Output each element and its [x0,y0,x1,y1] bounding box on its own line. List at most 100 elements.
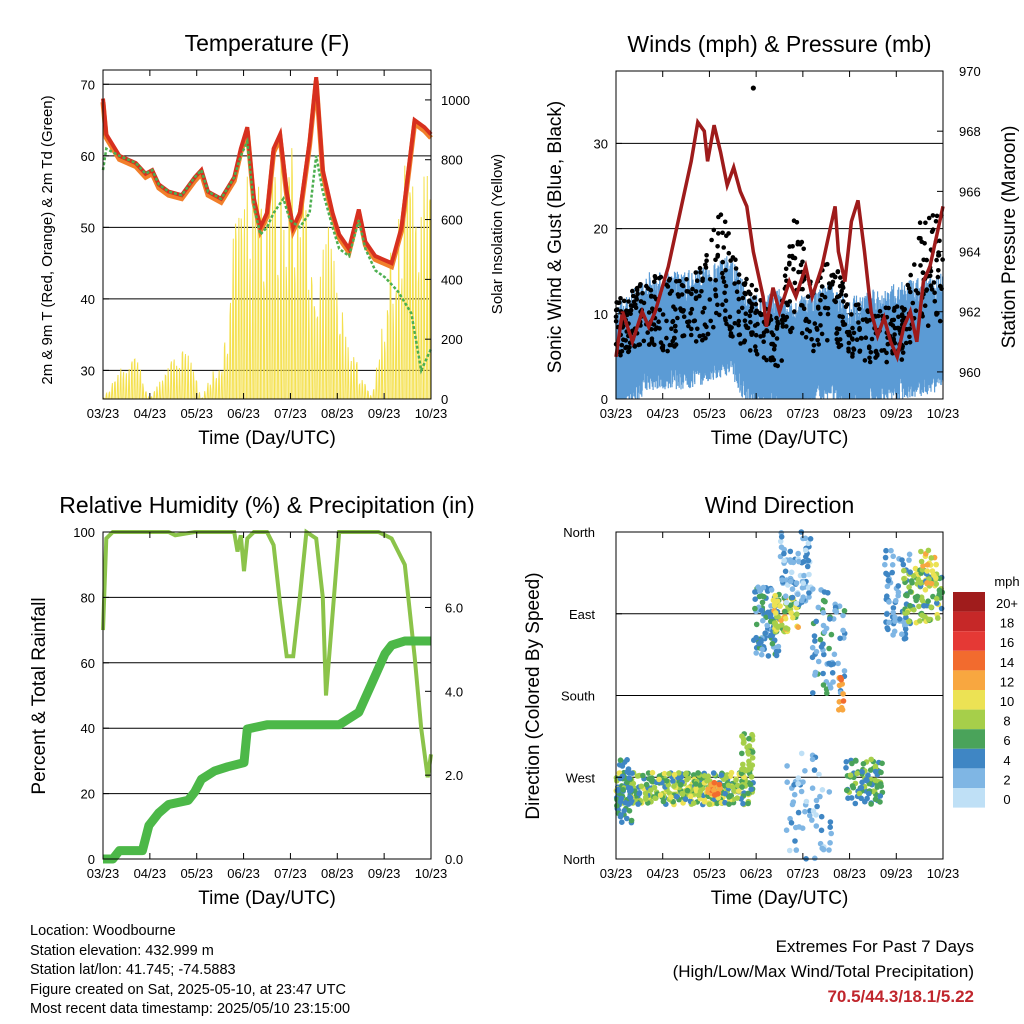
direction-point [840,612,846,619]
gust-point [727,324,732,329]
direction-point [752,596,758,602]
gust-point [910,300,916,306]
humidity-title: Relative Humidity (%) & Precipitation (i… [59,492,474,518]
direction-point [936,591,943,597]
direction-point [791,791,798,798]
gust-point [883,305,889,311]
gust-point [937,318,943,324]
direction-point [818,644,825,650]
direction-point [787,578,794,585]
solar-ytick-label: 400 [441,272,463,287]
gust-point [899,305,905,310]
direction-point [918,594,925,600]
rain-ytick-label: 2.0 [445,768,463,783]
direction-point [775,643,782,650]
gust-point [743,311,749,317]
wind-ytick-label: 20 [594,222,608,237]
gust-point [825,306,831,311]
direction-point [931,572,937,579]
gust-point [753,287,759,293]
direction-point [911,607,917,613]
gust-point [863,335,869,341]
gust-point [697,333,702,339]
direction-point [826,789,833,795]
direction-point [781,550,787,557]
direction-point [906,557,912,563]
gust-point [840,314,845,320]
rh-ytick-label: 20 [81,787,95,802]
speed-legend-swatch [953,768,985,788]
direction-point [690,800,697,806]
direction-point [815,658,822,665]
gust-point [858,335,864,341]
direction-point [723,774,729,781]
direction-point [858,795,864,802]
direction-point [757,588,763,594]
direction-xtick-label: 09/23 [880,866,913,881]
gust-point [645,286,651,291]
rain-ytick-label: 6.0 [445,600,463,615]
direction-point [638,783,645,790]
direction-point [917,618,923,624]
direction-point [872,796,879,803]
direction-point [701,773,708,779]
direction-point [827,840,833,846]
direction-point [827,819,834,825]
gust-point [907,340,913,345]
direction-point [820,846,827,853]
direction-point [813,797,820,804]
direction-point [866,790,872,797]
direction-point [890,632,896,638]
direction-point [864,795,870,802]
gust-point [867,359,873,365]
direction-point [893,597,899,604]
gust-point [819,331,825,337]
gust-point [686,323,691,329]
direction-point [924,568,930,574]
gust-point [863,317,869,322]
gust-point [913,308,919,314]
direction-point [726,801,732,807]
direction-point [809,654,816,661]
direction-point [802,808,808,815]
gust-point [649,327,654,332]
gust-point [705,331,711,337]
direction-point [860,761,867,767]
gust-point [787,244,792,249]
direction-point [783,625,789,631]
gust-point [761,339,766,345]
direction-point [810,586,816,592]
direction-point [661,770,668,777]
gust-point [730,255,736,260]
direction-ylabel: Direction (Colored By Speed) [523,572,544,819]
direction-point [813,823,820,829]
direction-point [670,778,676,784]
direction-point [761,593,767,600]
direction-point [779,577,785,583]
gust-point [646,310,652,315]
direction-point [920,563,926,569]
direction-point [843,765,849,771]
temperature-plot-frame [102,69,432,400]
direction-point [787,602,794,608]
gust-point [903,340,909,346]
direction-point [666,770,672,777]
gust-point [792,309,797,314]
direction-point [854,770,860,777]
gust-point [677,278,682,284]
gust-point [699,289,704,294]
direction-point [859,779,865,786]
gust-point [630,288,635,294]
humidity-xtick-label: 07/23 [274,866,307,881]
direction-point [790,799,797,805]
direction-point [735,788,742,794]
direction-point [827,685,834,691]
direction-point [805,540,812,547]
gust-point [619,342,625,348]
winds-xtick-label: 10/23 [927,406,960,421]
winds-xtick-label: 05/23 [693,406,726,421]
gust-point [918,263,923,268]
direction-point [749,755,756,761]
gust-point [673,328,678,334]
gust-point [835,269,841,275]
